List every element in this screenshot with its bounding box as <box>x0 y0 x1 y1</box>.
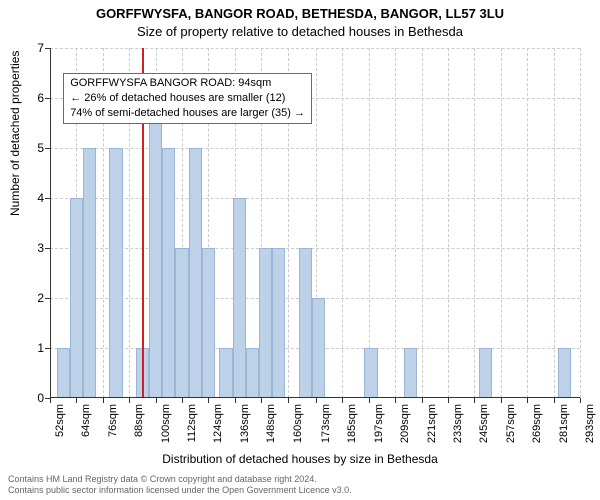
xtick-mark <box>369 398 370 403</box>
histogram-bar <box>272 248 285 398</box>
ytick-label: 1 <box>4 341 44 355</box>
xtick-label: 245sqm <box>478 404 490 464</box>
xtick-mark <box>156 398 157 403</box>
histogram-bar <box>189 148 202 398</box>
ytick-label: 0 <box>4 391 44 405</box>
xtick-label: 293sqm <box>584 404 596 464</box>
xtick-label: 124sqm <box>212 404 224 464</box>
xtick-mark <box>448 398 449 403</box>
xtick-mark <box>554 398 555 403</box>
histogram-bar <box>162 148 175 398</box>
histogram-bar <box>479 348 492 398</box>
histogram-bar <box>57 348 70 398</box>
footer-attribution: Contains HM Land Registry data © Crown c… <box>8 474 352 497</box>
xtick-label: 233sqm <box>452 404 464 464</box>
histogram-bar <box>70 198 83 398</box>
chart-title-line1: GORFFWYSFA, BANGOR ROAD, BETHESDA, BANGO… <box>0 6 600 21</box>
gridline-v <box>580 48 581 398</box>
chart-title-line2: Size of property relative to detached ho… <box>0 24 600 39</box>
xtick-mark <box>474 398 475 403</box>
footer-line1: Contains HM Land Registry data © Crown c… <box>8 474 352 485</box>
gridline-v <box>50 48 51 398</box>
footer-line2: Contains public sector information licen… <box>8 485 352 496</box>
histogram-bar <box>202 248 215 398</box>
xtick-label: 173sqm <box>320 404 332 464</box>
xtick-mark <box>527 398 528 403</box>
gridline-v <box>422 48 423 398</box>
xtick-mark <box>129 398 130 403</box>
ytick-mark <box>45 298 50 299</box>
gridline-v <box>554 48 555 398</box>
xtick-mark <box>103 398 104 403</box>
plot-area: GORFFWYSFA BANGOR ROAD: 94sqm← 26% of de… <box>50 48 580 398</box>
histogram-bar <box>364 348 377 398</box>
xtick-mark <box>261 398 262 403</box>
xtick-label: 185sqm <box>346 404 358 464</box>
histogram-bar <box>312 298 325 398</box>
xtick-mark <box>501 398 502 403</box>
ytick-mark <box>45 198 50 199</box>
gridline-v <box>527 48 528 398</box>
xtick-mark <box>580 398 581 403</box>
xtick-label: 221sqm <box>426 404 438 464</box>
gridline-v <box>369 48 370 398</box>
gridline-v <box>501 48 502 398</box>
infobox-line3: 74% of semi-detached houses are larger (… <box>70 106 305 121</box>
ytick-label: 2 <box>4 291 44 305</box>
xtick-label: 257sqm <box>505 404 517 464</box>
histogram-bar <box>299 248 312 398</box>
infobox-line1: GORFFWYSFA BANGOR ROAD: 94sqm <box>70 76 305 91</box>
ytick-label: 5 <box>4 141 44 155</box>
xtick-mark <box>395 398 396 403</box>
histogram-bar <box>558 348 571 398</box>
ytick-label: 6 <box>4 91 44 105</box>
gridline-v <box>342 48 343 398</box>
xtick-label: 136sqm <box>239 404 251 464</box>
xtick-label: 76sqm <box>107 404 119 464</box>
xtick-mark <box>76 398 77 403</box>
ytick-label: 7 <box>4 41 44 55</box>
xtick-label: 52sqm <box>54 404 66 464</box>
ytick-mark <box>45 248 50 249</box>
histogram-bar <box>83 148 96 398</box>
xtick-label: 88sqm <box>133 404 145 464</box>
histogram-bar <box>175 248 188 398</box>
xtick-label: 197sqm <box>373 404 385 464</box>
histogram-bar <box>259 248 272 398</box>
xtick-mark <box>288 398 289 403</box>
xtick-label: 64sqm <box>80 404 92 464</box>
histogram-bar <box>233 198 246 398</box>
gridline-v <box>395 48 396 398</box>
ytick-mark <box>45 98 50 99</box>
xtick-label: 100sqm <box>160 404 172 464</box>
histogram-bar <box>246 348 259 398</box>
histogram-bar <box>219 348 232 398</box>
histogram-bar <box>404 348 417 398</box>
ytick-mark <box>45 148 50 149</box>
ytick-label: 4 <box>4 191 44 205</box>
xtick-mark <box>316 398 317 403</box>
ytick-label: 3 <box>4 241 44 255</box>
ytick-mark <box>45 348 50 349</box>
ytick-mark <box>45 48 50 49</box>
infobox-line2: ← 26% of detached houses are smaller (12… <box>70 91 305 106</box>
gridline-v <box>474 48 475 398</box>
infobox: GORFFWYSFA BANGOR ROAD: 94sqm← 26% of de… <box>63 73 312 124</box>
xtick-mark <box>235 398 236 403</box>
gridline-v <box>448 48 449 398</box>
xtick-mark <box>342 398 343 403</box>
xtick-mark <box>422 398 423 403</box>
xtick-mark <box>50 398 51 403</box>
xtick-label: 160sqm <box>292 404 304 464</box>
histogram-bar <box>109 148 122 398</box>
xtick-mark <box>182 398 183 403</box>
xtick-label: 269sqm <box>531 404 543 464</box>
xtick-label: 209sqm <box>399 404 411 464</box>
xtick-label: 112sqm <box>186 404 198 464</box>
xtick-label: 148sqm <box>265 404 277 464</box>
xtick-mark <box>208 398 209 403</box>
histogram-bar <box>149 98 162 398</box>
xtick-label: 281sqm <box>558 404 570 464</box>
